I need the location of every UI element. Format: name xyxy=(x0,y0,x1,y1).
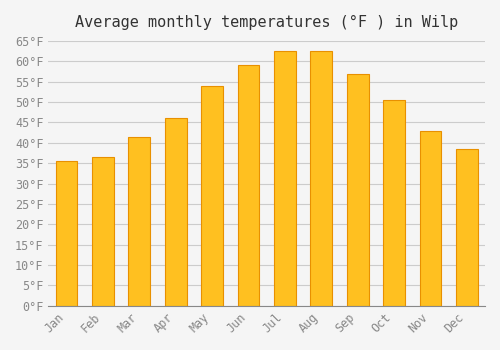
Title: Average monthly temperatures (°F ) in Wilp: Average monthly temperatures (°F ) in Wi… xyxy=(75,15,458,30)
Bar xyxy=(92,157,114,306)
Bar xyxy=(310,51,332,306)
Bar xyxy=(456,149,477,306)
Bar xyxy=(274,51,296,306)
Bar xyxy=(420,131,442,306)
Bar xyxy=(128,137,150,306)
Bar xyxy=(346,74,368,306)
Bar xyxy=(383,100,405,306)
Bar xyxy=(165,118,186,306)
Bar xyxy=(201,86,223,306)
Bar xyxy=(238,65,260,306)
Bar xyxy=(56,161,78,306)
